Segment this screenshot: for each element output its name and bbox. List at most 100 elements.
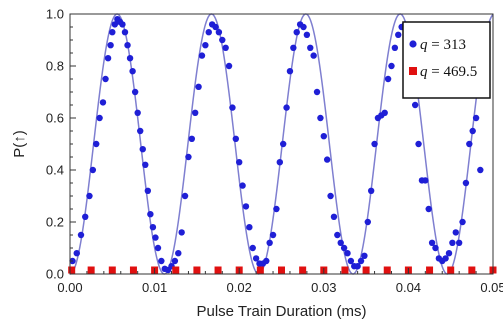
data-point-circle [344,250,351,257]
data-point-circle [202,42,209,49]
data-point-circle [82,213,89,220]
data-point-square [214,266,222,274]
legend-marker-circle [409,40,417,48]
data-point-circle [104,55,112,62]
data-point-circle [178,229,185,236]
data-point-circle [222,44,229,51]
data-point-circle [249,244,256,252]
data-point-square [362,266,370,274]
data-point-circle [428,239,436,246]
y-tick-label: 0.6 [46,111,64,126]
data-point-circle [391,44,399,51]
y-tick-label: 0.0 [46,267,64,282]
data-point-circle [381,109,388,117]
data-point-circle [139,146,146,153]
data-point-circle [192,109,199,117]
data-point-circle [367,187,375,194]
data-point-circle [452,229,459,236]
data-point-circle [286,68,294,75]
data-point-circle [310,52,317,59]
legend-value: = 313 [428,37,466,53]
data-point-square [129,266,137,274]
data-point-circle [198,52,206,59]
fit-curve-layer [69,13,494,275]
data-point-circle [347,257,355,265]
data-point-square [341,266,349,274]
data-point-circle [290,44,297,51]
data-point-circle [300,23,307,31]
legend-label: q = 469.5 [420,64,477,80]
data-point-circle [229,104,236,111]
data-point-circle [384,75,392,83]
data-point-circle [283,104,290,111]
data-point-circle [175,250,182,257]
x-axis-ticks: 0.00 0.01 0.02 0.03 0.04 0.05 [57,268,503,295]
data-point-circle [462,179,470,187]
data-point-circle [279,140,287,148]
data-point-square [468,266,476,274]
data-point-circle [124,42,131,49]
data-point-circle [147,211,154,218]
data-point-circle [154,244,162,252]
data-point-circle [111,21,119,28]
data-point-circle [102,75,109,83]
data-point-circle [425,205,432,213]
data-point-circle [89,166,97,174]
x-axis-label: Pulse Train Duration (ms) [196,303,366,320]
data-point-circle [472,114,480,122]
data-point-circle [411,101,419,109]
data-point-circle [126,55,134,62]
data-point-circle [469,127,476,135]
data-point-circle [252,255,260,262]
data-point-circle [93,140,100,148]
x-tick-label: 0.01 [142,280,167,295]
data-point-circle [77,231,85,239]
data-point-circle [121,29,129,36]
data-point-circle [340,244,348,252]
legend-marker-square [409,67,417,75]
data-point-square [299,266,307,274]
data-point-square [87,266,95,274]
data-point-circle [212,23,219,31]
x-tick-label: 0.03 [311,280,336,295]
data-point-square [383,266,391,274]
data-point-circle [364,218,371,226]
data-point-circle [361,252,368,259]
data-point-circle [269,231,277,239]
data-point-square [172,266,180,274]
data-point-circle [131,88,139,96]
y-axis-label: P(↑) [11,130,28,158]
data-point-circle [232,135,240,142]
data-point-circle [158,257,165,265]
data-point-circle [109,29,116,36]
x-tick-label: 0.00 [57,280,82,295]
data-point-circle [99,99,107,106]
data-point-circle [144,187,152,194]
data-point-circle [330,213,338,220]
data-point-circle [119,21,126,28]
data-point-circle [466,140,473,148]
fit-curve [69,13,494,275]
data-point-circle [246,224,253,231]
data-point-circle [303,31,311,38]
data-point-circle [455,239,463,246]
data-point-circle [185,153,192,161]
data-point-circle [313,88,321,96]
y-tick-label: 0.4 [46,163,64,178]
data-point-circle [152,234,159,241]
data-point-circle [327,192,334,200]
data-point-circle [445,250,453,257]
data-point-circle [442,255,449,262]
data-point-circle [357,257,365,265]
data-point-square [426,266,434,274]
legend-variable: q [420,37,428,53]
data-point-circle [337,239,344,246]
data-point-circle [449,239,456,246]
series-2 [68,266,497,274]
data-point-circle [181,192,189,200]
legend-variable: q [420,64,428,80]
legend-box [402,21,491,99]
data-point-circle [395,31,402,38]
data-point-square [193,266,201,274]
